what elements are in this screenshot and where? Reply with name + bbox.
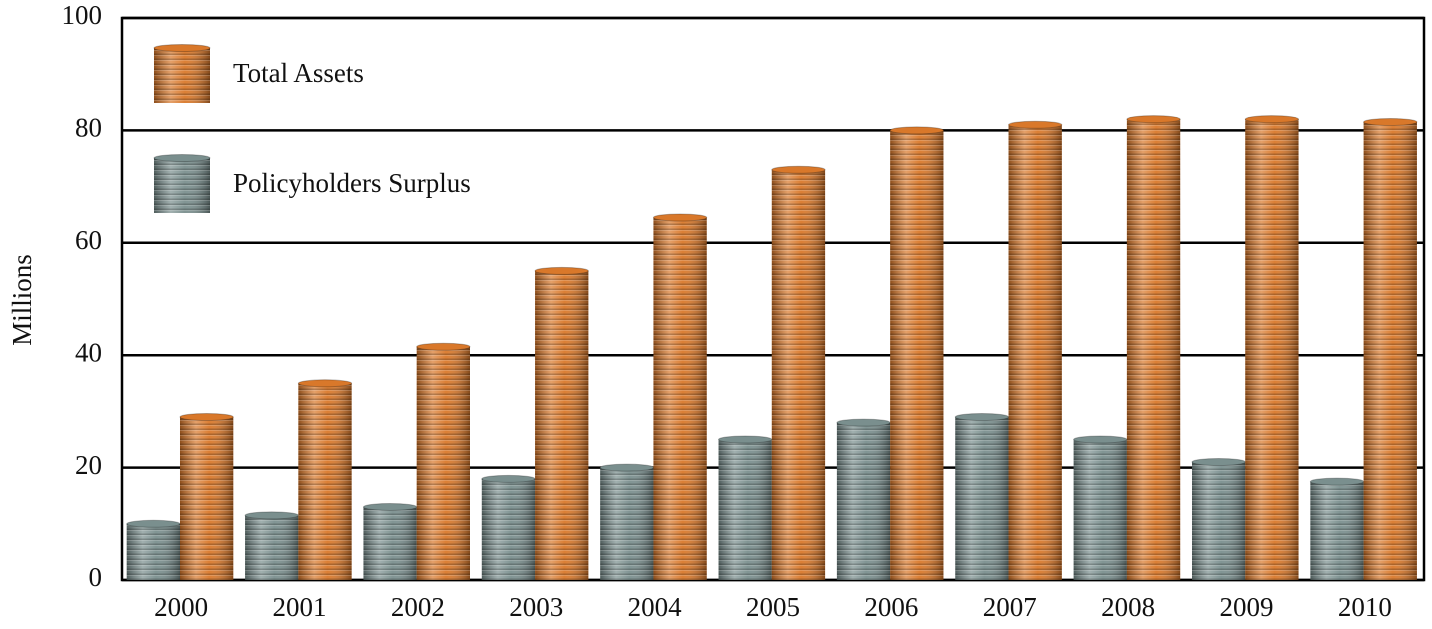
bar-top: [1191, 457, 1246, 466]
bar-stripes: [179, 417, 234, 580]
legend-swatch-stripes: [154, 158, 210, 213]
bar-stripes: [1008, 124, 1062, 580]
y-tick-label: 20: [75, 450, 102, 480]
bar-top: [126, 519, 181, 528]
x-tick-label: 2004: [628, 592, 683, 622]
bar-top: [534, 266, 589, 275]
legend-label: Total Assets: [233, 58, 364, 88]
bar-stripes: [718, 439, 772, 580]
bar-top: [718, 435, 773, 444]
x-tick-label: 2000: [154, 592, 208, 622]
bar-stripes: [955, 417, 1009, 580]
bar-top: [771, 165, 826, 174]
bar-stripes: [600, 467, 654, 580]
bar-top: [954, 413, 1010, 422]
bar-stripes: [1245, 119, 1299, 580]
bar-stripes: [890, 130, 944, 580]
bar-top: [1309, 477, 1365, 486]
bar-top: [836, 418, 891, 427]
bar-top: [297, 379, 353, 388]
legend-swatch-top: [153, 154, 211, 162]
y-axis-label: Millions: [7, 254, 37, 346]
x-tick-label: 2009: [1219, 592, 1273, 622]
bar-stripes: [1310, 481, 1364, 580]
x-tick-label: 2010: [1338, 592, 1392, 622]
y-tick-label: 100: [62, 0, 103, 30]
bar-stripes: [363, 506, 417, 580]
legend-swatch-stripes: [154, 48, 210, 103]
bar-top: [179, 413, 234, 422]
bar-stripes: [1126, 119, 1181, 580]
bar-stripes: [535, 270, 589, 580]
bar-stripes: [126, 523, 180, 580]
bar-stripes: [1192, 461, 1246, 580]
bar-top: [416, 342, 471, 351]
legend-label: Policyholders Surplus: [233, 168, 471, 198]
x-tick-label: 2002: [391, 592, 445, 622]
y-tick-label: 80: [75, 113, 102, 143]
y-tick-label: 0: [89, 562, 103, 592]
bar-stripes: [298, 383, 352, 580]
bar-top: [362, 502, 418, 511]
bar-top: [1073, 435, 1128, 444]
x-tick-label: 2007: [983, 592, 1037, 622]
bar-top: [481, 474, 536, 483]
bar-top: [889, 126, 944, 135]
x-tick-label: 2005: [746, 592, 800, 622]
y-tick-label: 60: [75, 225, 102, 255]
bar-top: [244, 511, 299, 520]
bar-stripes: [416, 346, 470, 580]
bar-top: [1363, 117, 1418, 126]
y-tick-label: 40: [75, 337, 102, 367]
bar-top: [1008, 120, 1063, 129]
bar-stripes: [481, 478, 536, 580]
bar-stripes: [771, 169, 826, 581]
bar-top: [1244, 115, 1300, 124]
x-tick-label: 2006: [864, 592, 918, 622]
x-tick-label: 2003: [509, 592, 563, 622]
bar-stripes: [1073, 439, 1127, 580]
x-tick-label: 2001: [273, 592, 327, 622]
bar-top: [652, 213, 708, 222]
bar-stripes: [836, 422, 891, 580]
bar-stripes: [245, 515, 299, 580]
bar-stripes: [653, 217, 707, 580]
bar-stripes: [1363, 121, 1417, 580]
bar-top: [599, 463, 654, 472]
legend-swatch-top: [153, 44, 211, 52]
x-tick-label: 2008: [1101, 592, 1155, 622]
bar-top: [1126, 115, 1181, 124]
